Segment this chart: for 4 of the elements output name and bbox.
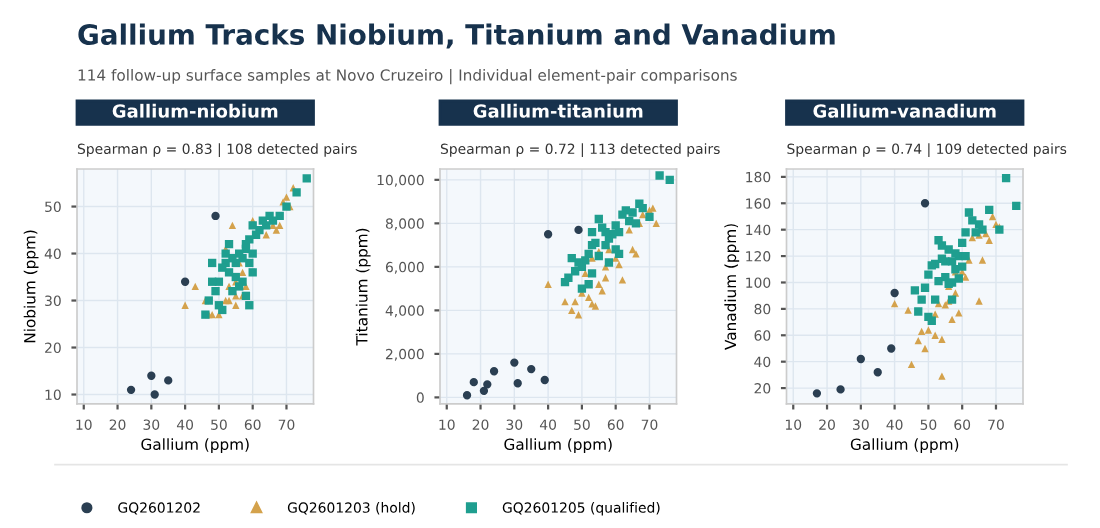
chart-title: Gallium-vanadium xyxy=(813,103,996,118)
chart-title: Gallium-niobium xyxy=(112,103,278,118)
text: Gallium Tracks Niobium, Titanium and Vanadium xyxy=(78,23,835,49)
chart-title: Gallium-titanium xyxy=(473,103,643,118)
